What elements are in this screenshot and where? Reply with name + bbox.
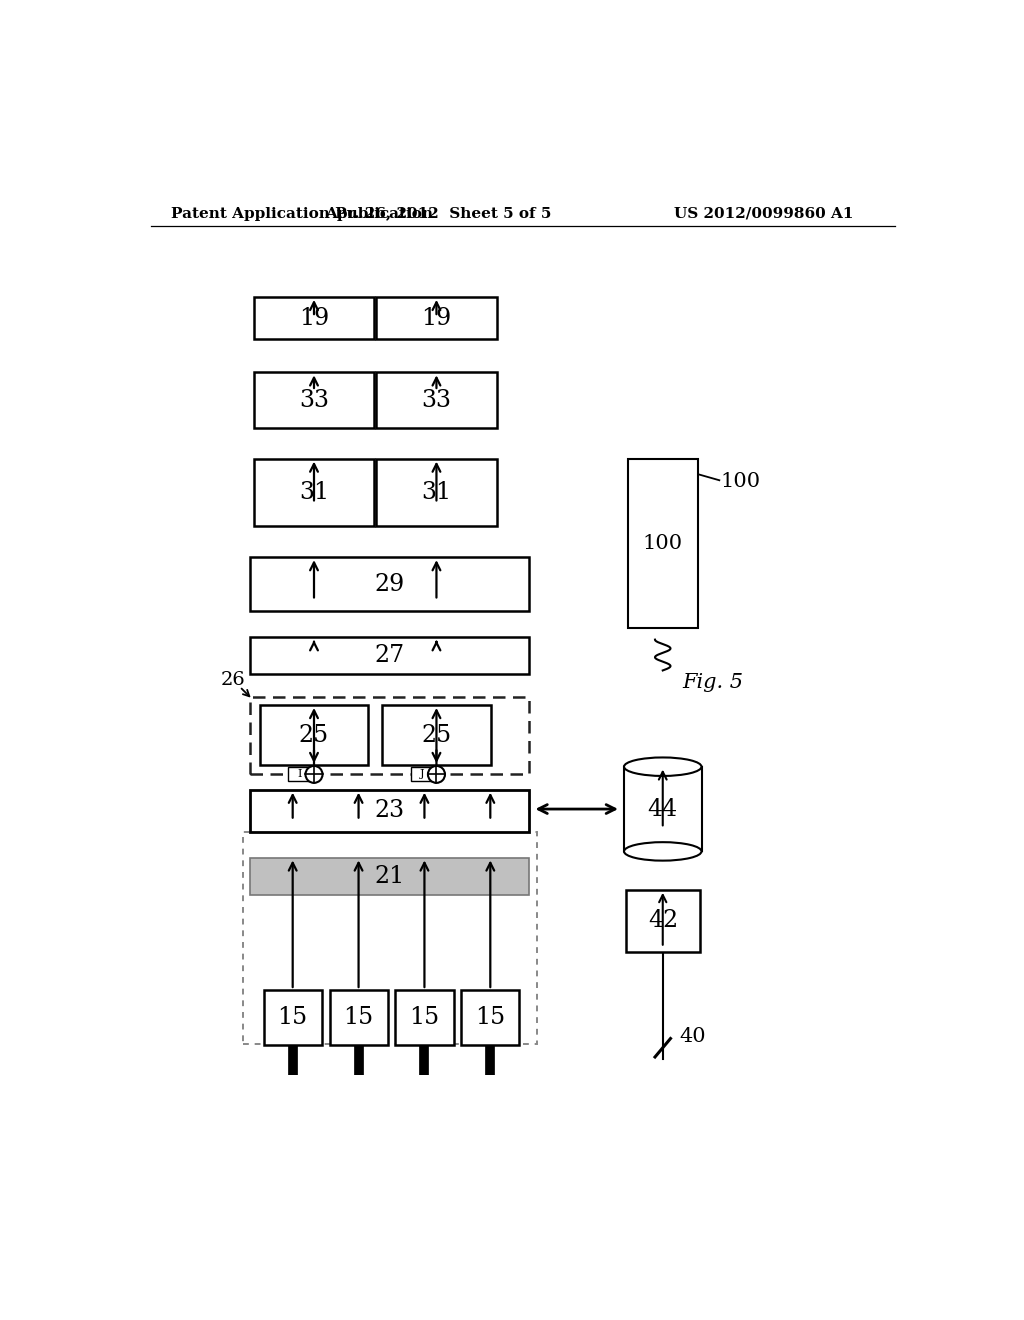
Text: J: J [420, 770, 424, 779]
Text: 15: 15 [343, 1006, 374, 1030]
Text: 44: 44 [647, 797, 678, 821]
Text: 33: 33 [422, 388, 452, 412]
FancyBboxPatch shape [628, 459, 697, 628]
Text: 21: 21 [375, 865, 406, 887]
Text: 40: 40 [680, 1027, 707, 1045]
Text: 33: 33 [299, 388, 329, 412]
Text: 26: 26 [220, 672, 245, 689]
Text: 25: 25 [299, 723, 329, 747]
Text: US 2012/0099860 A1: US 2012/0099860 A1 [674, 207, 853, 220]
FancyBboxPatch shape [251, 638, 529, 675]
FancyBboxPatch shape [377, 459, 497, 527]
FancyBboxPatch shape [395, 990, 454, 1045]
FancyBboxPatch shape [251, 557, 529, 611]
FancyBboxPatch shape [289, 767, 310, 781]
Text: 31: 31 [299, 480, 329, 504]
FancyBboxPatch shape [251, 858, 529, 895]
Text: Patent Application Publication: Patent Application Publication [171, 207, 432, 220]
FancyBboxPatch shape [254, 297, 374, 339]
FancyBboxPatch shape [251, 789, 529, 832]
Text: I: I [297, 770, 301, 779]
Text: 29: 29 [375, 573, 406, 595]
Text: 100: 100 [643, 533, 683, 553]
Text: 42: 42 [648, 909, 678, 932]
Circle shape [428, 766, 445, 783]
Text: Fig. 5: Fig. 5 [683, 672, 743, 692]
Text: 15: 15 [410, 1006, 439, 1030]
FancyBboxPatch shape [461, 990, 519, 1045]
Text: Apr. 26, 2012  Sheet 5 of 5: Apr. 26, 2012 Sheet 5 of 5 [325, 207, 551, 220]
FancyBboxPatch shape [382, 705, 490, 766]
FancyBboxPatch shape [254, 372, 374, 428]
Ellipse shape [624, 842, 701, 861]
Text: 31: 31 [422, 480, 452, 504]
Text: 27: 27 [375, 644, 406, 668]
FancyBboxPatch shape [377, 297, 497, 339]
Text: 15: 15 [475, 1006, 506, 1030]
FancyBboxPatch shape [624, 767, 701, 851]
FancyBboxPatch shape [330, 990, 388, 1045]
FancyBboxPatch shape [627, 890, 700, 952]
FancyBboxPatch shape [260, 705, 369, 766]
FancyBboxPatch shape [411, 767, 432, 781]
Text: 19: 19 [299, 306, 329, 330]
FancyBboxPatch shape [254, 459, 374, 527]
FancyBboxPatch shape [377, 372, 497, 428]
Ellipse shape [624, 758, 701, 776]
Text: 100: 100 [721, 473, 761, 491]
Text: 23: 23 [375, 800, 406, 822]
Text: 19: 19 [421, 306, 452, 330]
FancyBboxPatch shape [263, 990, 322, 1045]
Circle shape [305, 766, 323, 783]
Text: 15: 15 [278, 1006, 308, 1030]
Text: 25: 25 [422, 723, 452, 747]
